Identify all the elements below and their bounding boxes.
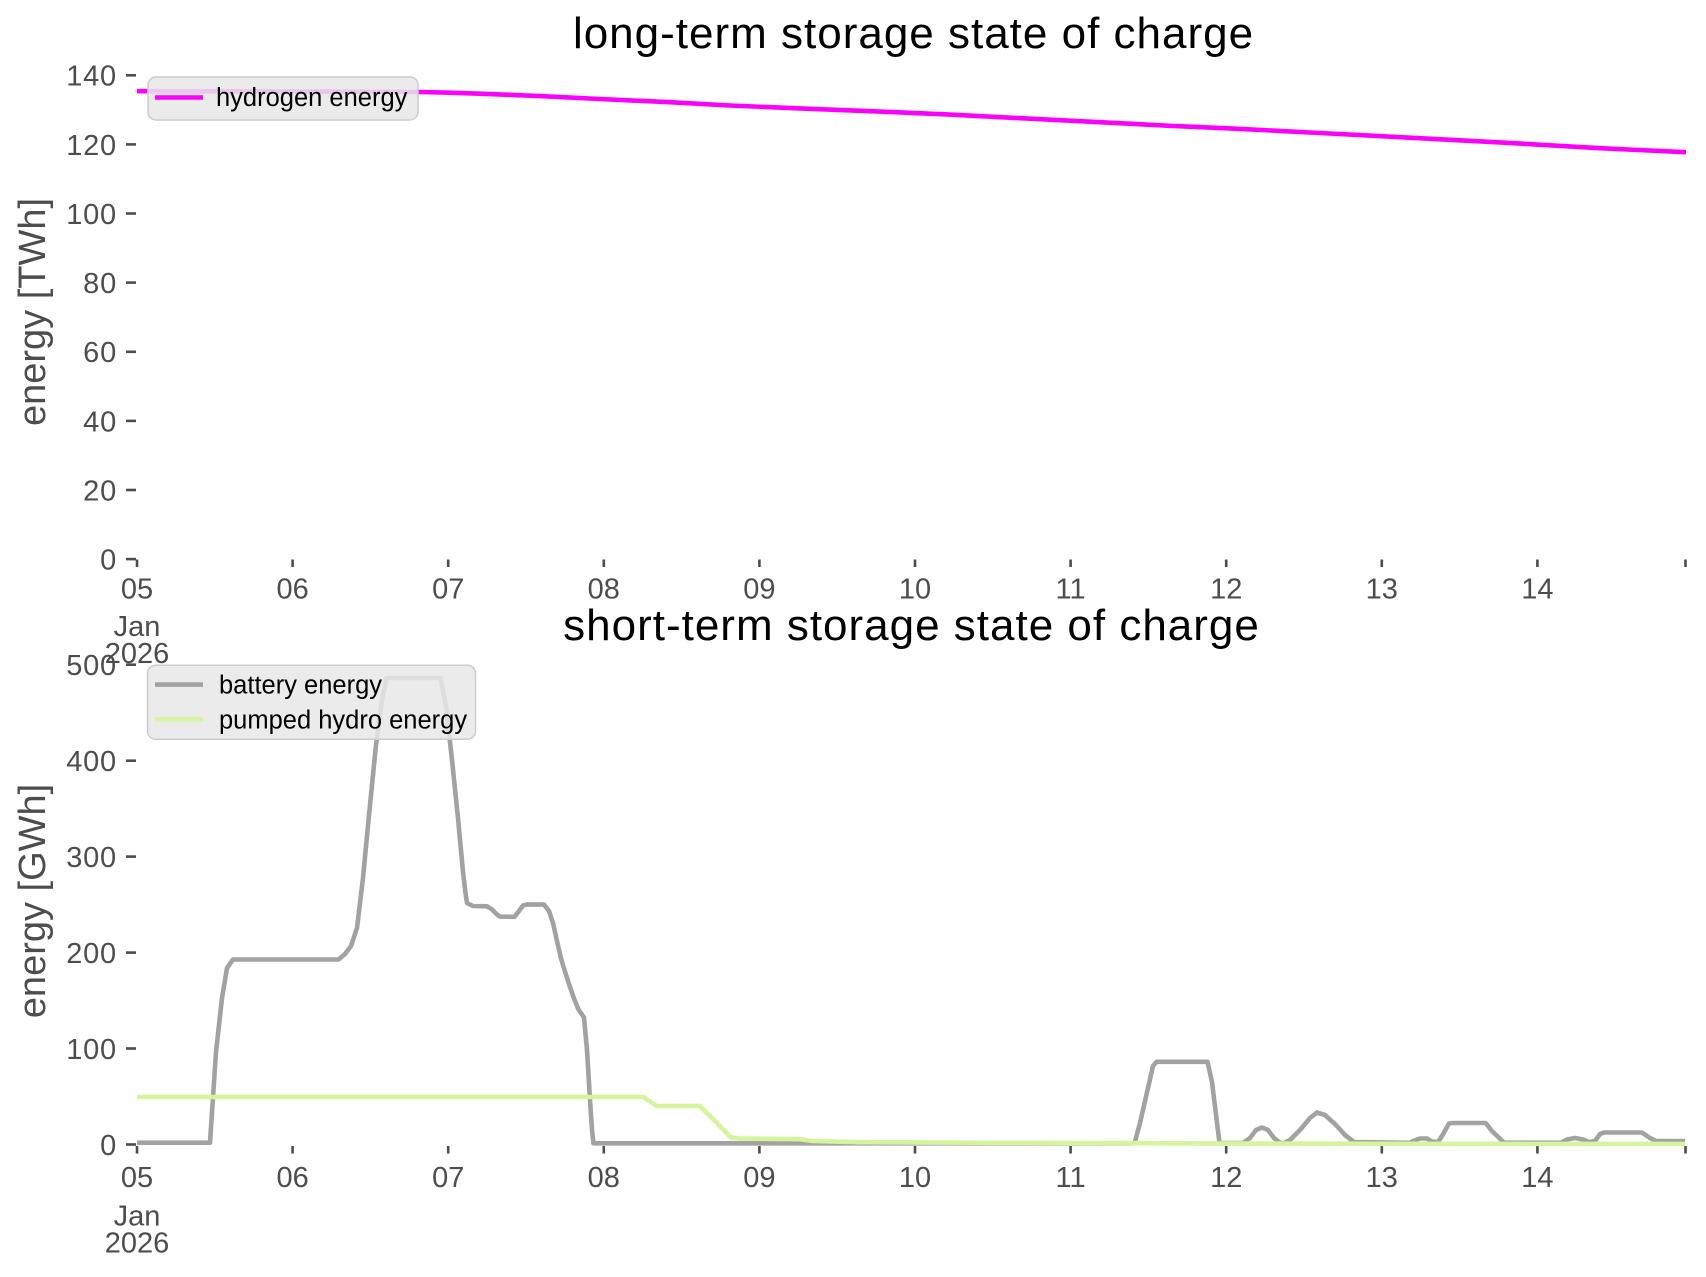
svg-text:long-term storage state of cha: long-term storage state of charge	[573, 9, 1254, 58]
svg-text:100: 100	[66, 1034, 117, 1066]
svg-text:13: 13	[1366, 1162, 1398, 1194]
svg-text:05: 05	[121, 574, 153, 606]
svg-text:09: 09	[743, 574, 775, 606]
svg-text:10: 10	[899, 1162, 931, 1194]
svg-text:12: 12	[1210, 1162, 1242, 1194]
svg-text:11: 11	[1056, 574, 1086, 606]
svg-text:0: 0	[100, 1130, 117, 1162]
svg-text:200: 200	[66, 938, 117, 970]
svg-text:140: 140	[66, 61, 117, 93]
svg-text:06: 06	[276, 574, 308, 606]
svg-text:energy [GWh]: energy [GWh]	[12, 784, 54, 1018]
svg-text:13: 13	[1366, 574, 1398, 606]
svg-text:14: 14	[1521, 1162, 1553, 1194]
svg-text:0: 0	[100, 545, 117, 577]
svg-text:80: 80	[83, 268, 117, 300]
svg-text:40: 40	[83, 406, 117, 438]
svg-text:09: 09	[743, 1162, 775, 1194]
svg-text:battery energy: battery energy	[219, 671, 382, 699]
svg-text:12: 12	[1210, 574, 1242, 606]
svg-text:100: 100	[66, 199, 117, 231]
svg-text:400: 400	[66, 746, 117, 778]
svg-text:500: 500	[66, 650, 117, 682]
svg-text:05: 05	[121, 1162, 153, 1194]
svg-text:Jan: Jan	[114, 611, 161, 643]
svg-text:60: 60	[83, 337, 117, 369]
svg-text:08: 08	[588, 1162, 620, 1194]
svg-text:06: 06	[276, 1162, 308, 1194]
svg-text:energy [TWh]: energy [TWh]	[12, 198, 54, 426]
svg-text:300: 300	[66, 842, 117, 874]
svg-text:11: 11	[1056, 1162, 1086, 1194]
svg-text:hydrogen energy: hydrogen energy	[216, 84, 408, 112]
svg-text:pumped hydro energy: pumped hydro energy	[219, 706, 467, 734]
svg-text:short-term storage state of ch: short-term storage state of charge	[563, 601, 1260, 650]
svg-text:07: 07	[432, 574, 464, 606]
svg-text:Jan: Jan	[114, 1201, 161, 1233]
svg-text:10: 10	[899, 574, 931, 606]
svg-text:2026: 2026	[105, 1228, 170, 1260]
svg-text:120: 120	[66, 130, 117, 162]
svg-text:20: 20	[83, 475, 117, 507]
svg-text:07: 07	[432, 1162, 464, 1194]
svg-text:14: 14	[1521, 574, 1553, 606]
svg-text:08: 08	[588, 574, 620, 606]
